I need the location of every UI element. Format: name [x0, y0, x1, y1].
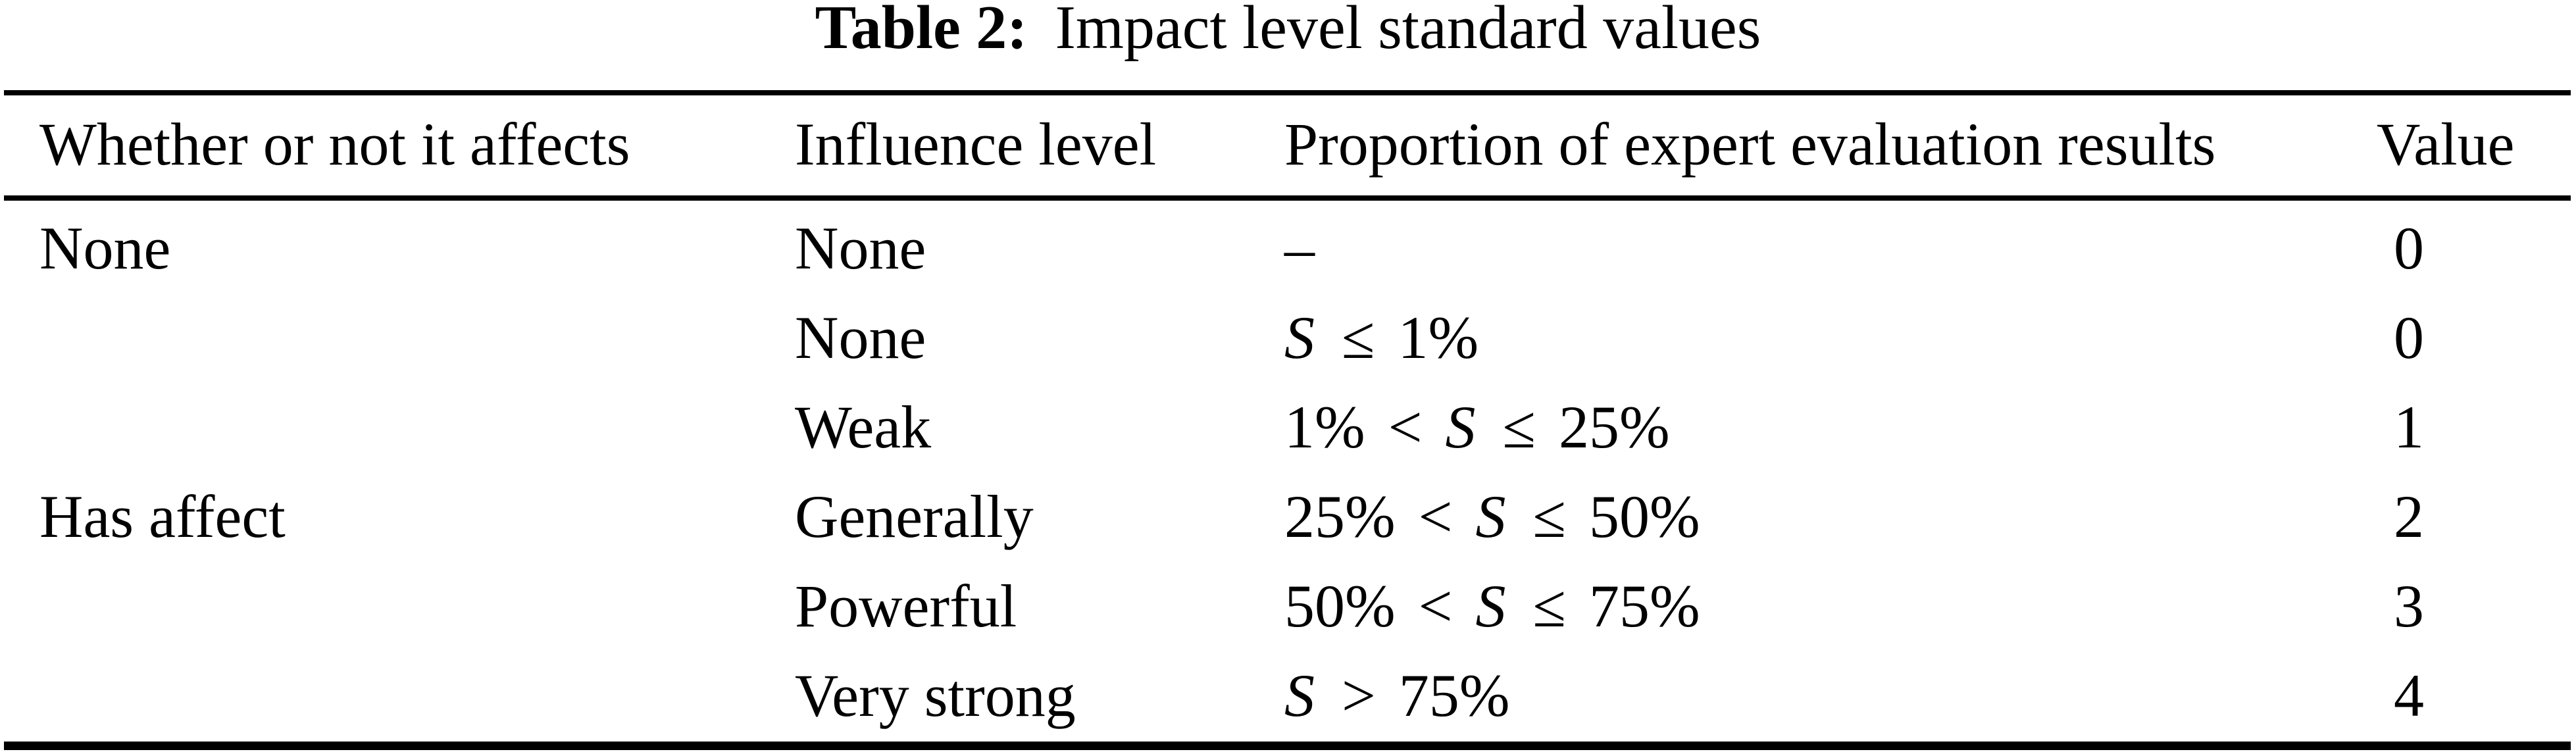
table-header-rule	[4, 195, 2571, 201]
cell-affects: Has affect	[39, 482, 286, 550]
column-header-value: Value	[2377, 111, 2515, 178]
cell-value: 1	[2394, 393, 2424, 461]
table-caption-label: Table 2:	[815, 0, 1028, 62]
cell-proportion: S ≤ 1%	[1284, 303, 1479, 371]
cell-proportion: 25% < S ≤ 50%	[1284, 482, 1700, 550]
table-row: None S ≤ 1% 0	[0, 293, 2576, 384]
table-header-row: Whether or not it affects Influence leve…	[0, 95, 2576, 195]
table-top-rule	[4, 90, 2571, 95]
cell-proportion: 50% < S ≤ 75%	[1284, 572, 1700, 640]
cell-affects: None	[39, 214, 171, 282]
cell-value: 2	[2394, 482, 2424, 550]
table-bottom-rule	[4, 742, 2571, 750]
cell-level: Weak	[795, 393, 932, 461]
cell-proportion: –	[1284, 214, 1315, 282]
table-row: Powerful 50% < S ≤ 75% 3	[0, 562, 2576, 652]
cell-level: Powerful	[795, 572, 1017, 640]
column-header-proportion: Proportion of expert evaluation results	[1284, 111, 2216, 178]
cell-proportion: S > 75%	[1284, 661, 1510, 729]
cell-level: None	[795, 214, 926, 282]
cell-proportion: 1% < S ≤ 25%	[1284, 393, 1670, 461]
table-caption: Table 2: Impact level standard values	[0, 0, 2576, 64]
table-row: Weak 1% < S ≤ 25% 1	[0, 383, 2576, 473]
cell-level: None	[795, 303, 926, 371]
table-caption-text: Impact level standard values	[1055, 0, 1761, 62]
table-row: Very strong S > 75% 4	[0, 651, 2576, 742]
column-header-affects: Whether or not it affects	[39, 111, 630, 178]
cell-value: 4	[2394, 661, 2424, 729]
table-row: Has affect Generally 25% < S ≤ 50% 2	[0, 472, 2576, 563]
cell-value: 0	[2394, 214, 2424, 282]
table-row: None None – 0	[0, 204, 2576, 294]
column-header-level: Influence level	[795, 111, 1157, 178]
cell-value: 3	[2394, 572, 2424, 640]
cell-value: 0	[2394, 303, 2424, 371]
cell-level: Very strong	[795, 661, 1076, 729]
cell-level: Generally	[795, 482, 1034, 550]
